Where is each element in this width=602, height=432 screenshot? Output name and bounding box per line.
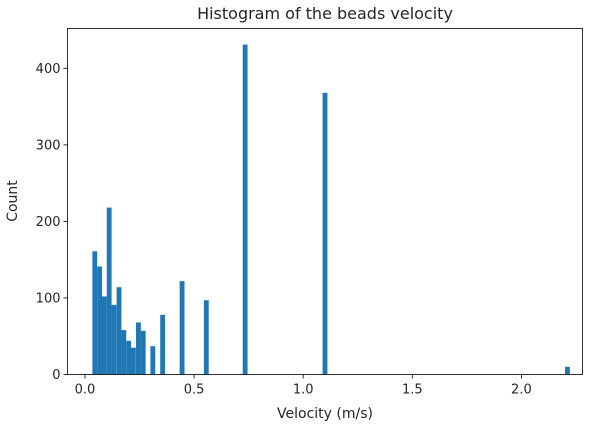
histogram-bar-4 [111, 304, 117, 375]
histogram-bar-12 [160, 314, 166, 375]
y-axis-ticks: 0 100 200 300 400 [36, 62, 68, 383]
histogram-bar-16 [322, 92, 328, 375]
histogram-bar-3 [106, 207, 112, 375]
histogram-bar-6 [121, 330, 127, 375]
histogram-bar-8 [130, 347, 136, 375]
histogram-bars [92, 44, 570, 375]
histogram-bar-9 [135, 322, 141, 375]
y-tick-label: 400 [36, 62, 61, 77]
x-axis-ticks: 0.0 0.5 1.0 1.5 2.0 [75, 374, 532, 398]
y-tick-label: 0 [52, 368, 60, 383]
x-tick-label: 1.5 [402, 383, 423, 398]
x-tick-label: 0.5 [184, 383, 205, 398]
histogram-bar-2 [101, 296, 107, 375]
plot-frame [67, 28, 583, 375]
histogram-bar-5 [116, 287, 122, 375]
histogram-bar-14 [203, 300, 209, 375]
histogram-bar-13 [179, 281, 185, 375]
y-tick-label: 200 [36, 215, 61, 230]
histogram-bar-15 [242, 44, 248, 375]
histogram-bar-17 [565, 366, 570, 375]
histogram-bar-7 [126, 340, 132, 375]
x-tick-label: 2.0 [511, 383, 532, 398]
y-axis-label: Count [5, 180, 21, 222]
histogram-bar-11 [150, 346, 156, 375]
x-tick-label: 0.0 [75, 383, 96, 398]
y-tick-label: 100 [36, 291, 61, 306]
x-tick-label: 1.0 [293, 383, 314, 398]
histogram-bar-0 [92, 251, 98, 375]
x-axis-label: Velocity (m/s) [277, 406, 373, 422]
histogram-bar-1 [97, 266, 103, 375]
histogram-bar-10 [140, 330, 146, 375]
chart-title: Histogram of the beads velocity [197, 4, 453, 23]
y-tick-label: 300 [36, 138, 61, 153]
